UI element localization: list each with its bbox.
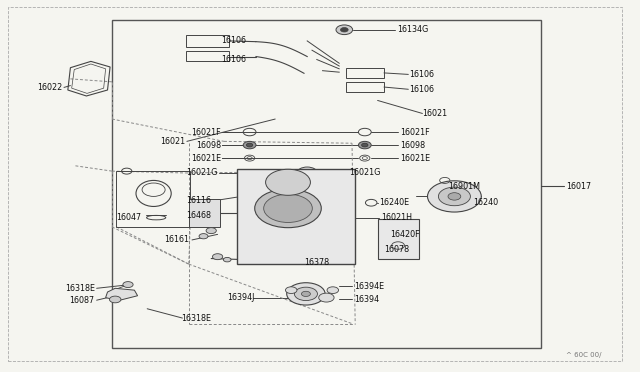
Text: 16021F: 16021F: [191, 128, 221, 137]
Bar: [186, 51, 229, 61]
Text: 16394E: 16394E: [354, 282, 384, 291]
Circle shape: [448, 193, 461, 200]
Text: 16078: 16078: [384, 245, 409, 254]
Bar: [346, 82, 384, 92]
Text: 16116: 16116: [186, 196, 211, 205]
Text: 16106: 16106: [221, 55, 246, 64]
Text: 16240E: 16240E: [380, 198, 410, 207]
Bar: [189, 199, 220, 227]
Circle shape: [428, 181, 481, 212]
Circle shape: [285, 287, 297, 294]
Text: 16161: 16161: [164, 235, 189, 244]
Text: 16420F: 16420F: [390, 230, 420, 239]
Text: 16134G: 16134G: [397, 25, 428, 34]
Text: 16098: 16098: [196, 141, 221, 150]
Circle shape: [223, 257, 231, 262]
Circle shape: [264, 194, 312, 222]
Circle shape: [438, 187, 470, 206]
Circle shape: [303, 170, 312, 176]
Text: 16106: 16106: [221, 36, 246, 45]
Text: 16901M: 16901M: [448, 182, 480, 190]
Text: 16021G: 16021G: [186, 169, 218, 177]
Text: 16021G: 16021G: [349, 169, 380, 177]
Bar: [237, 169, 355, 264]
Text: 16468: 16468: [186, 211, 211, 220]
Text: 16106: 16106: [410, 85, 435, 94]
Circle shape: [358, 141, 371, 149]
Bar: [186, 35, 229, 46]
Text: 16394: 16394: [354, 295, 379, 304]
Bar: [116, 171, 190, 227]
Text: 16017: 16017: [566, 182, 591, 190]
Text: 16022: 16022: [38, 83, 63, 92]
Text: 16318E: 16318E: [181, 314, 211, 323]
Circle shape: [199, 234, 208, 239]
Text: 16021: 16021: [161, 137, 186, 146]
Text: 16087: 16087: [70, 296, 95, 305]
Text: 16106: 16106: [410, 70, 435, 79]
Text: 16021E: 16021E: [400, 154, 430, 163]
Text: 16240: 16240: [474, 198, 499, 207]
Text: 16378: 16378: [304, 258, 329, 267]
Bar: [346, 68, 384, 78]
Circle shape: [255, 189, 321, 228]
Circle shape: [246, 143, 253, 147]
Text: 16394J: 16394J: [227, 293, 255, 302]
Circle shape: [243, 141, 256, 149]
Circle shape: [212, 254, 223, 260]
Circle shape: [319, 293, 334, 302]
Text: 16021E: 16021E: [191, 154, 221, 163]
Circle shape: [266, 169, 310, 195]
Circle shape: [301, 291, 310, 296]
Circle shape: [336, 25, 353, 35]
Polygon shape: [106, 288, 138, 301]
Bar: [378, 219, 419, 259]
Bar: [112, 20, 541, 348]
Text: 16021: 16021: [422, 109, 447, 118]
Circle shape: [362, 143, 368, 147]
Circle shape: [123, 282, 133, 288]
Text: 16047: 16047: [116, 213, 141, 222]
Text: 16021H: 16021H: [381, 213, 412, 222]
Circle shape: [287, 283, 325, 305]
Circle shape: [109, 296, 121, 303]
Circle shape: [206, 228, 216, 234]
Text: ^ 60C 00/: ^ 60C 00/: [566, 352, 602, 358]
Circle shape: [294, 287, 317, 301]
Text: 16021F: 16021F: [400, 128, 429, 137]
Text: 16318E: 16318E: [65, 284, 95, 293]
Circle shape: [327, 287, 339, 294]
Circle shape: [297, 167, 317, 179]
Text: 16098: 16098: [400, 141, 425, 150]
Circle shape: [340, 28, 348, 32]
